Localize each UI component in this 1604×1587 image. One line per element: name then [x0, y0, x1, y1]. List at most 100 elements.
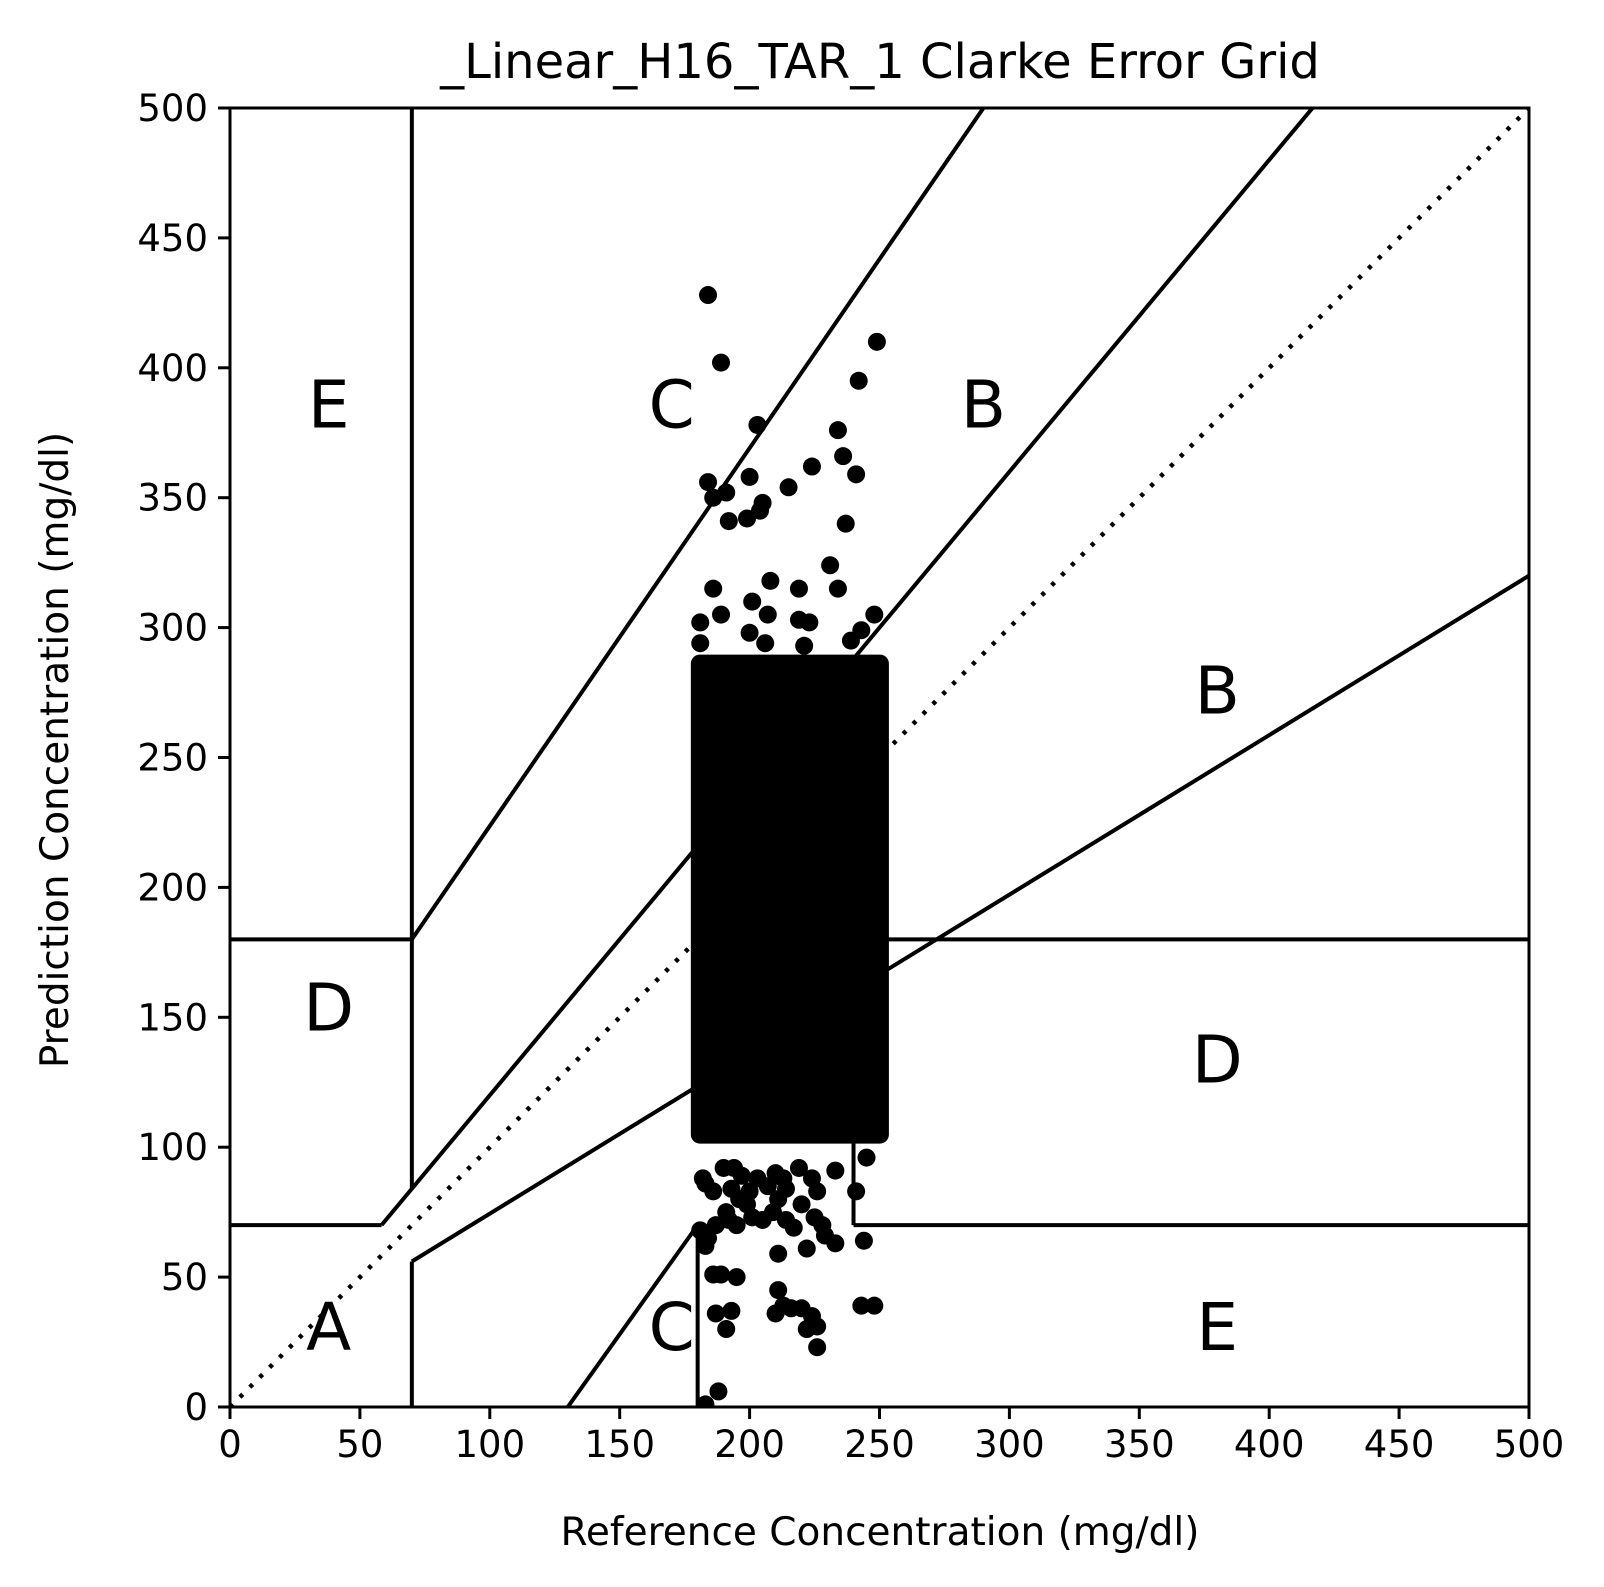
zone-lines: [230, 108, 1529, 1407]
data-point: [699, 473, 718, 492]
data-point: [691, 613, 710, 632]
data-point: [834, 447, 853, 466]
data-point: [808, 1338, 827, 1357]
region-label-c: C: [649, 1289, 695, 1366]
plot-area: E C B B D D A C E 0 50 100 150 200 250 300 350 400 450 500 0…: [137, 87, 1564, 1466]
x-tick-label: 400: [1234, 1423, 1305, 1466]
region-label-d: D: [1192, 1021, 1243, 1098]
x-tick-label: 500: [1494, 1423, 1565, 1466]
data-point: [691, 634, 710, 653]
data-point: [789, 1158, 808, 1177]
dense-point-cluster: [690, 654, 889, 1144]
data-point: [769, 1244, 788, 1263]
x-tick-label: 0: [218, 1423, 242, 1466]
y-axis: 0 50 100 150 200 250 300 350 400 450 500: [137, 87, 230, 1429]
data-point: [857, 1148, 876, 1167]
data-point: [727, 1216, 746, 1235]
data-point: [738, 509, 757, 528]
region-label-d: D: [303, 969, 354, 1046]
data-point: [704, 1182, 723, 1201]
data-point: [740, 467, 759, 486]
data-point: [826, 1161, 845, 1180]
data-point: [704, 579, 723, 598]
data-points: [690, 286, 889, 1407]
y-axis-label: Prediction Concentration (mg/dl): [33, 432, 78, 1068]
x-tick-label: 450: [1364, 1423, 1435, 1466]
data-point: [828, 579, 847, 598]
data-point: [815, 1226, 834, 1245]
data-point: [706, 1304, 725, 1323]
data-point: [756, 634, 775, 653]
data-point: [847, 465, 866, 484]
data-point: [699, 286, 718, 305]
data-point: [743, 592, 762, 611]
data-point: [802, 457, 821, 476]
data-point: [727, 1268, 746, 1287]
data-point: [797, 1239, 816, 1258]
data-point: [758, 1177, 777, 1196]
data-point: [795, 636, 814, 655]
region-label-b: B: [1195, 652, 1240, 729]
zone-boundary-line: [566, 1223, 700, 1407]
data-point: [706, 1216, 725, 1235]
data-point: [761, 571, 780, 590]
zone-boundary-line: [410, 573, 1529, 1264]
zone-boundary-line: [410, 108, 986, 941]
x-tick-label: 300: [974, 1423, 1045, 1466]
data-point: [852, 1296, 871, 1315]
y-tick-label: 300: [137, 607, 208, 650]
data-point: [828, 421, 847, 440]
region-label-b: B: [961, 367, 1006, 444]
y-tick-label: 0: [184, 1386, 208, 1429]
data-point: [750, 501, 769, 520]
data-point: [714, 1158, 733, 1177]
data-point: [867, 332, 886, 351]
data-point: [784, 1218, 803, 1237]
data-point: [722, 1301, 741, 1320]
chart-title: _Linear_H16_TAR_1 Clarke Error Grid: [439, 34, 1320, 90]
data-point: [732, 1166, 751, 1185]
x-tick-label: 150: [584, 1423, 655, 1466]
data-point: [740, 623, 759, 642]
data-point: [849, 371, 868, 390]
data-point: [789, 579, 808, 598]
data-point: [769, 1281, 788, 1300]
data-point: [865, 605, 884, 624]
x-tick-label: 50: [336, 1423, 383, 1466]
region-label-e: E: [308, 367, 350, 444]
y-tick-label: 150: [137, 996, 208, 1039]
data-point: [712, 1265, 731, 1284]
region-label-a: A: [306, 1289, 351, 1366]
x-axis: 0 50 100 150 200 250 300 350 400 450 500: [218, 1407, 1564, 1466]
data-point: [797, 1320, 816, 1339]
data-point: [717, 1320, 736, 1339]
y-tick-label: 450: [137, 217, 208, 260]
data-point: [719, 512, 738, 531]
data-point: [753, 1210, 772, 1229]
data-point: [841, 631, 860, 650]
x-tick-label: 100: [454, 1423, 525, 1466]
data-point: [800, 613, 819, 632]
data-point: [792, 1195, 811, 1214]
data-point: [779, 478, 798, 497]
data-point: [808, 1182, 827, 1201]
y-tick-label: 50: [161, 1256, 208, 1299]
data-point: [847, 1182, 866, 1201]
data-point: [854, 1231, 873, 1250]
data-point: [865, 1296, 884, 1315]
x-axis-label: Reference Concentration (mg/dl): [561, 1510, 1200, 1555]
y-tick-label: 500: [137, 87, 208, 130]
region-label-c: C: [649, 367, 695, 444]
data-point: [704, 488, 723, 507]
data-point: [836, 514, 855, 533]
data-point: [709, 1382, 728, 1401]
data-point: [766, 1304, 785, 1323]
y-tick-label: 350: [137, 477, 208, 520]
data-point: [821, 556, 840, 575]
x-tick-label: 350: [1104, 1423, 1175, 1466]
x-tick-label: 250: [844, 1423, 915, 1466]
y-tick-label: 200: [137, 866, 208, 909]
region-label-e: E: [1196, 1289, 1238, 1366]
data-point: [712, 353, 731, 372]
